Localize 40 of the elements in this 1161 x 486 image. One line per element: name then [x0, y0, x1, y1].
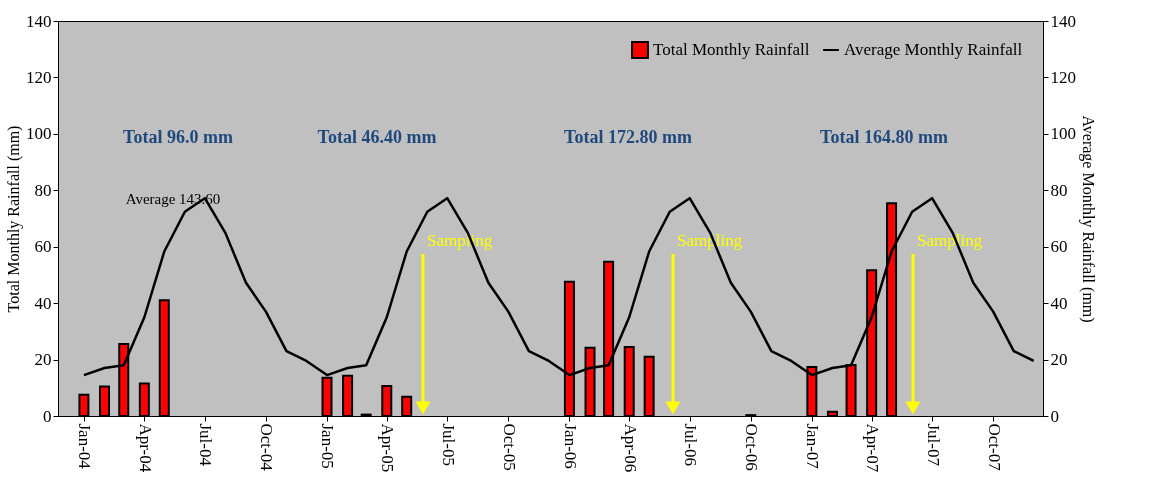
x-tick-label: Jul-04	[196, 423, 216, 467]
y-tick-label: 140	[26, 11, 52, 31]
y2-tick-label: 80	[1050, 180, 1068, 200]
x-tick-label: Apr-05	[378, 423, 398, 473]
annotation: Total 46.40 mm	[317, 127, 437, 147]
y2-tick-label: 100	[1050, 124, 1076, 144]
x-tick-label: Apr-06	[620, 423, 640, 473]
x-tick-label: Jan-07	[803, 423, 823, 470]
y-tick-label: 120	[26, 67, 52, 87]
x-tick-label: Jan-04	[75, 423, 95, 470]
y-tick-label: 0	[43, 406, 52, 426]
x-tick-label: Oct-06	[742, 423, 762, 471]
annotation: Total 96.0 mm	[123, 127, 233, 147]
y2-tick-label: 0	[1050, 406, 1059, 426]
legend-label: Average Monthly Rainfall	[844, 40, 1023, 59]
x-tick-label: Jan-05	[318, 423, 338, 469]
y2-tick-label: 40	[1050, 293, 1068, 313]
y2-tick-label: 60	[1050, 237, 1068, 257]
y2-tick-label: 140	[1050, 11, 1076, 31]
y-tick-label: 80	[34, 180, 52, 200]
x-tick-label: Oct-05	[499, 423, 519, 471]
y-axis-title: Total Monthly Rainfall (mm)	[5, 125, 23, 313]
y2-tick-label: 120	[1050, 67, 1076, 87]
x-tick-label: Apr-04	[135, 423, 155, 473]
y-tick-label: 40	[34, 293, 52, 313]
x-tick-label: Jul-07	[923, 423, 943, 467]
y-tick-label: 60	[34, 237, 52, 257]
legend-label: Total Monthly Rainfall	[653, 40, 810, 59]
x-tick-label: Jan-06	[560, 423, 580, 469]
y2-axis-title: Average Monthly Rainfall (mm)	[1079, 115, 1097, 323]
y-tick-label: 20	[34, 350, 52, 370]
y2-tick-label: 20	[1050, 350, 1068, 370]
x-tick-label: Jul-05	[438, 423, 458, 466]
y-tick-label: 100	[26, 124, 52, 144]
x-tick-label: Oct-04	[257, 423, 277, 472]
annotation: Total 172.80 mm	[564, 127, 692, 147]
annotation: Total 164.80 mm	[820, 127, 948, 147]
x-tick-label: Apr-07	[863, 423, 883, 473]
x-tick-label: Jul-06	[681, 423, 701, 466]
x-tick-label: Oct-07	[984, 423, 1004, 472]
